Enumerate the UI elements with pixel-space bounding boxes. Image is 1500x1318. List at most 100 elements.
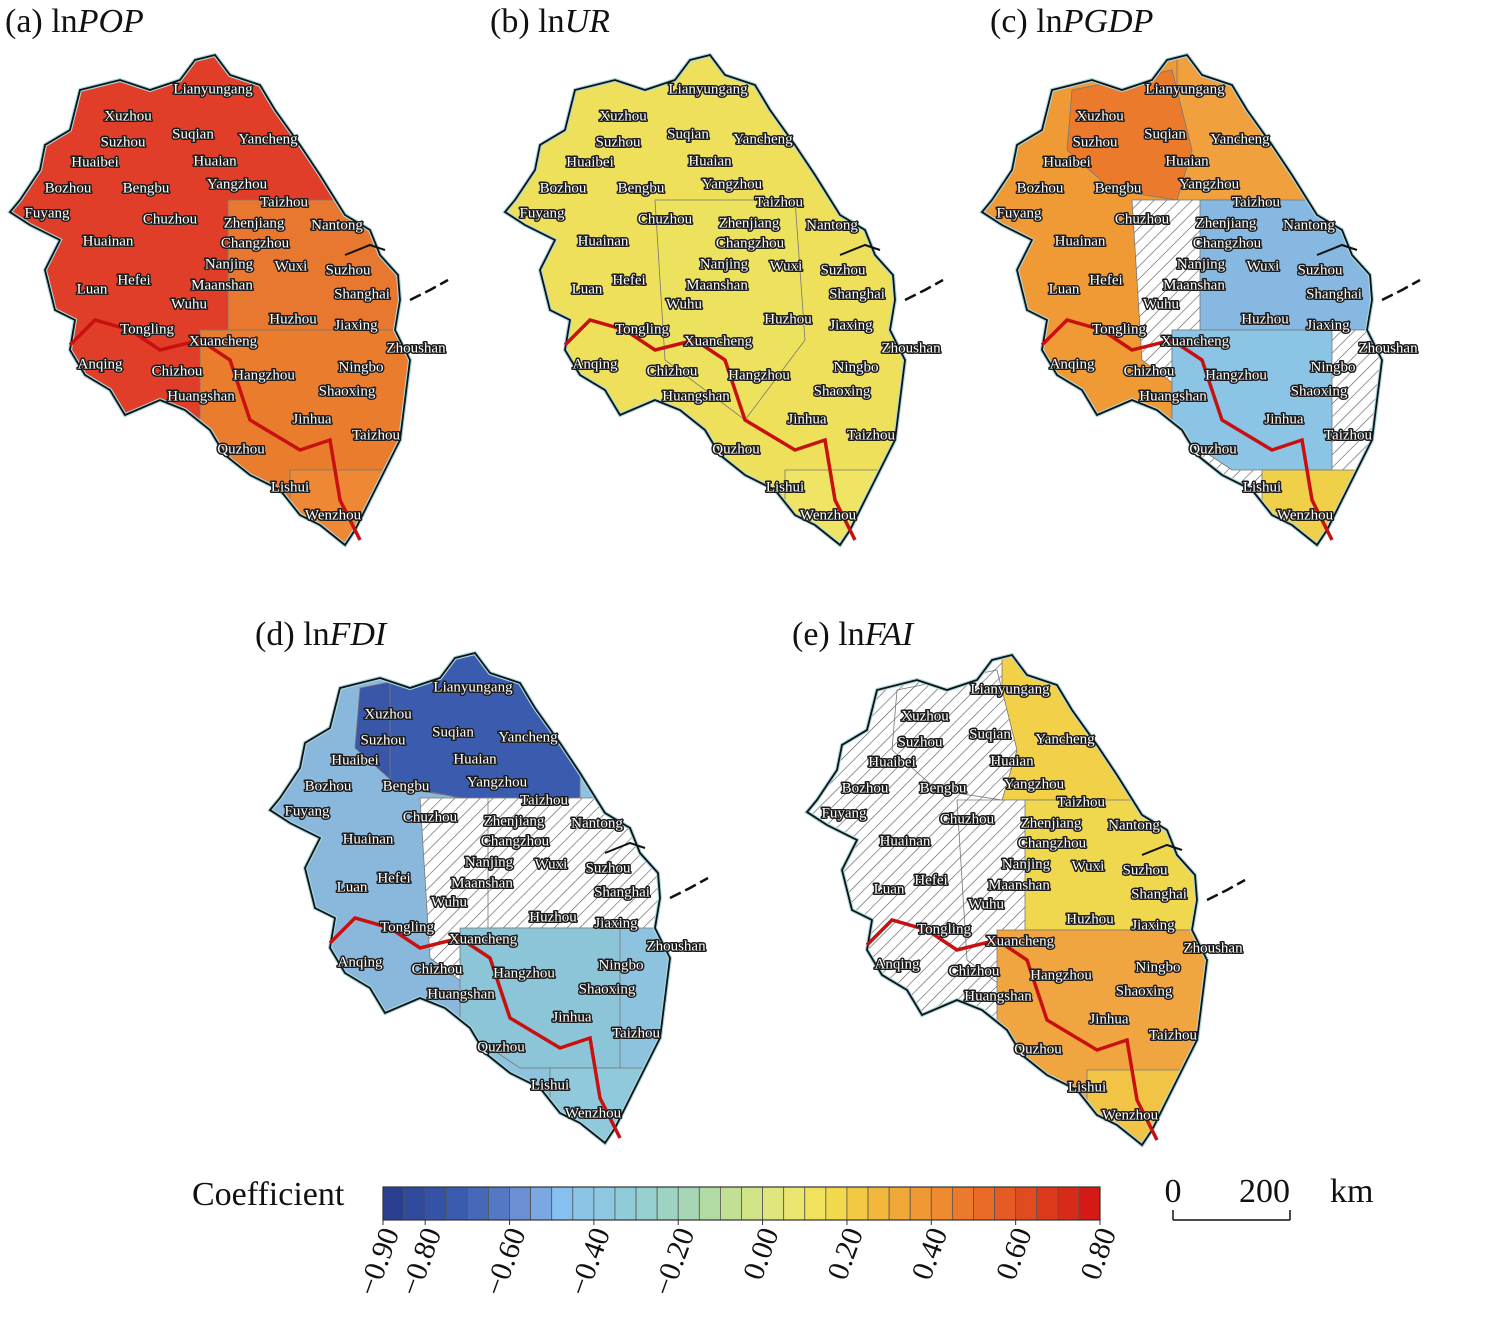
scale-label: 200 bbox=[1239, 1173, 1290, 1210]
city-label: Quzhou bbox=[477, 1039, 525, 1055]
city-label: Chuzhou bbox=[940, 811, 995, 827]
city-label: Shaoxing bbox=[1291, 383, 1348, 399]
city-label: Taizhou bbox=[352, 427, 401, 443]
colorbar-tick-label: 0.80 bbox=[1074, 1223, 1123, 1284]
city-label: Anqing bbox=[338, 954, 384, 970]
city-label: Bengbu bbox=[1095, 180, 1142, 196]
city-label: Nanjing bbox=[205, 256, 254, 272]
colorbar-cell bbox=[951, 1186, 974, 1221]
city-label: Huainan bbox=[880, 833, 931, 849]
city-label: Fuyang bbox=[997, 205, 1043, 221]
city-label: Tongling bbox=[917, 921, 971, 937]
colorbar-cell bbox=[1057, 1186, 1080, 1221]
city-label: Suqian bbox=[667, 126, 709, 142]
panel-title: (a) lnPOP bbox=[5, 3, 144, 40]
city-label: Changzhou bbox=[1018, 835, 1087, 851]
city-label: Bozhou bbox=[540, 180, 587, 196]
city-label: Zhenjiang bbox=[719, 215, 780, 231]
colorbar-cell bbox=[656, 1186, 679, 1221]
city-label: Hangzhou bbox=[1205, 367, 1267, 383]
scale-unit: km bbox=[1330, 1173, 1373, 1210]
city-label: Lishui bbox=[271, 479, 309, 495]
city-label: Hangzhou bbox=[728, 367, 790, 383]
city-label: Taizhou bbox=[520, 792, 569, 808]
city-label: Lishui bbox=[531, 1077, 569, 1093]
city-label: Suzhou bbox=[326, 262, 372, 278]
city-label: Xuancheng bbox=[684, 333, 753, 349]
panel-title: (d) lnFDI bbox=[255, 616, 388, 653]
city-label: Bengbu bbox=[123, 180, 170, 196]
city-label: Suqian bbox=[1144, 126, 1186, 142]
map-fill bbox=[807, 655, 1207, 1145]
river bbox=[1316, 243, 1358, 256]
city-label: Shanghai bbox=[1306, 286, 1362, 302]
river bbox=[1141, 843, 1183, 856]
red-border bbox=[563, 318, 857, 541]
colorbar-tick-label: −0.60 bbox=[478, 1223, 533, 1300]
city-label: Huzhou bbox=[1066, 911, 1114, 927]
city-label: Suqian bbox=[172, 126, 214, 142]
city-label: Luan bbox=[77, 281, 108, 297]
map-panel: Lianyungang Xuzhou Suqian Yancheng Suzhou Hua… bbox=[7, 52, 449, 548]
city-label: Bozhou bbox=[842, 780, 889, 796]
city-label: Bozhou bbox=[45, 180, 92, 196]
colorbar-cell bbox=[635, 1186, 658, 1221]
city-label: Jinhua bbox=[787, 411, 827, 427]
city-label: Zhoushan bbox=[1183, 940, 1243, 956]
city-label: Suzhou bbox=[101, 134, 147, 150]
city-label: Huaian bbox=[453, 751, 497, 767]
city-label: Tongling bbox=[380, 919, 434, 935]
city-label: Xuzhou bbox=[364, 706, 412, 722]
city-label: Chizhou bbox=[949, 963, 1000, 979]
city-label: Huangshan bbox=[964, 988, 1032, 1004]
city-label: Chuzhou bbox=[143, 211, 198, 227]
province-border bbox=[805, 653, 1208, 1147]
city-label: Bengbu bbox=[618, 180, 665, 196]
city-label: Anqing bbox=[875, 956, 921, 972]
city-label: Chuzhou bbox=[1115, 211, 1170, 227]
city-label: Chuzhou bbox=[403, 809, 458, 825]
city-label: Huzhou bbox=[269, 311, 317, 327]
river bbox=[604, 841, 646, 854]
city-label: Yangzhou bbox=[207, 176, 268, 192]
colorbar-cell bbox=[445, 1186, 468, 1221]
sea-line bbox=[1206, 878, 1246, 902]
city-label: Suzhou bbox=[1298, 262, 1344, 278]
colorbar-frame bbox=[382, 1186, 1101, 1221]
city-label: Fuyang bbox=[822, 805, 868, 821]
city-label: Lishui bbox=[766, 479, 804, 495]
city-label: Ningbo bbox=[1136, 959, 1181, 975]
title-prefix: (b) ln bbox=[490, 3, 565, 40]
province-border bbox=[268, 651, 671, 1145]
city-label: Huangshan bbox=[1139, 388, 1207, 404]
city-label: Yangzhou bbox=[1179, 176, 1240, 192]
city-label: Fuyang bbox=[25, 205, 71, 221]
panel-title: (b) lnUR bbox=[490, 3, 610, 40]
city-label: Taizhou bbox=[1324, 427, 1373, 443]
colorbar-cell bbox=[593, 1186, 616, 1221]
colorbar-cell bbox=[804, 1186, 827, 1221]
title-variable: FAI bbox=[864, 616, 915, 653]
city-label: Wenzhou bbox=[1102, 1107, 1159, 1123]
city-label: Suzhou bbox=[361, 732, 407, 748]
city-label: Yangzhou bbox=[467, 774, 528, 790]
map-panel: Lianyungang Xuzhou Suqian Yancheng Suzhou Hua… bbox=[804, 652, 1246, 1148]
city-label: Bozhou bbox=[1017, 180, 1064, 196]
city-label: Yancheng bbox=[1210, 131, 1270, 147]
colorbar-cell bbox=[530, 1186, 553, 1221]
city-label: Chuzhou bbox=[638, 211, 693, 227]
city-label: Nanjing bbox=[1177, 256, 1226, 272]
city-label: Suzhou bbox=[1123, 862, 1169, 878]
city-label: Huzhou bbox=[1241, 311, 1289, 327]
city-label: Jiaxing bbox=[1131, 917, 1175, 933]
sea-line bbox=[669, 876, 709, 900]
city-label: Huaibei bbox=[71, 154, 118, 170]
city-label: Zhoushan bbox=[646, 938, 706, 954]
colorbar-tick-label: −0.40 bbox=[562, 1223, 617, 1300]
city-label: Xuzhou bbox=[104, 108, 152, 124]
city-label: Lianyungang bbox=[1145, 81, 1225, 97]
city-label: Luan bbox=[337, 879, 368, 895]
colorbar-cell bbox=[1015, 1186, 1038, 1221]
city-label: Suzhou bbox=[898, 734, 944, 750]
city-label: Jinhua bbox=[1089, 1011, 1129, 1027]
